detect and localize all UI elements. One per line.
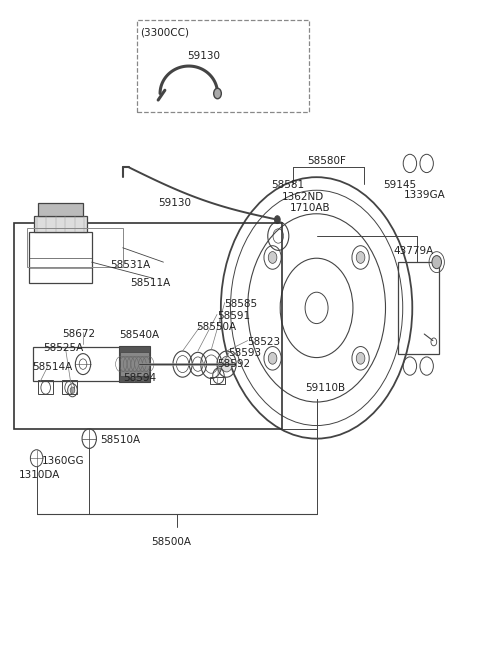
Text: 58593: 58593 — [228, 348, 262, 358]
Bar — [27, 228, 123, 267]
Circle shape — [356, 252, 365, 263]
Text: 1339GA: 1339GA — [404, 190, 446, 200]
Text: 58514A: 58514A — [32, 362, 72, 372]
Bar — [14, 223, 282, 429]
Text: 58525A: 58525A — [43, 343, 83, 354]
Text: 58540A: 58540A — [120, 330, 159, 341]
Text: 58531A: 58531A — [110, 261, 150, 271]
Bar — [139, 350, 144, 379]
Bar — [38, 203, 83, 216]
Circle shape — [214, 88, 221, 99]
Circle shape — [275, 215, 280, 223]
Bar — [62, 380, 77, 394]
Text: 58511A: 58511A — [130, 278, 170, 288]
Bar — [29, 232, 92, 283]
Text: 58580F: 58580F — [307, 156, 346, 166]
Text: 58510A: 58510A — [100, 435, 140, 445]
Text: 59145: 59145 — [384, 180, 417, 190]
Bar — [38, 380, 53, 394]
Text: 1710AB: 1710AB — [290, 203, 330, 213]
Text: 58585: 58585 — [225, 299, 258, 309]
Text: 59130: 59130 — [158, 198, 192, 208]
Bar — [34, 216, 87, 232]
Text: 58592: 58592 — [217, 359, 250, 369]
Text: (3300CC): (3300CC) — [141, 27, 190, 37]
Circle shape — [356, 352, 365, 364]
Text: 58523: 58523 — [247, 337, 280, 347]
Text: 43779A: 43779A — [393, 246, 433, 256]
Bar — [120, 352, 149, 376]
Text: 58500A: 58500A — [152, 537, 192, 547]
Circle shape — [268, 252, 277, 263]
Circle shape — [70, 387, 75, 394]
Text: 1310DA: 1310DA — [19, 470, 60, 479]
Bar — [33, 347, 139, 381]
Text: 1360GG: 1360GG — [41, 457, 84, 466]
Bar — [120, 346, 151, 383]
Bar — [398, 262, 439, 354]
Text: 1362ND: 1362ND — [282, 192, 324, 202]
Text: 58581: 58581 — [271, 180, 304, 190]
Circle shape — [268, 352, 277, 364]
Text: 58672: 58672 — [62, 329, 95, 339]
Bar — [137, 20, 310, 112]
Text: 58550A: 58550A — [196, 322, 236, 333]
Bar — [210, 377, 225, 384]
Circle shape — [221, 356, 232, 372]
Text: 59130: 59130 — [187, 51, 220, 62]
Text: 58591: 58591 — [217, 310, 250, 321]
Text: 59110B: 59110B — [305, 383, 345, 393]
Circle shape — [432, 255, 442, 269]
Text: 58594: 58594 — [123, 373, 156, 383]
